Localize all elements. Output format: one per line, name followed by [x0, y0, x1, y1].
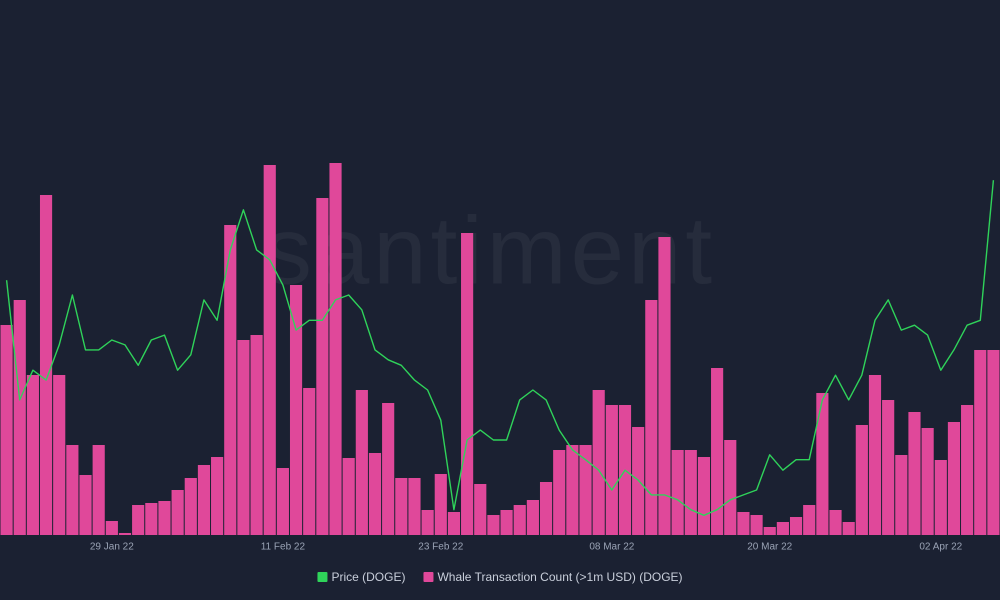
legend-item[interactable]: Whale Transaction Count (>1m USD) (DOGE) [423, 570, 683, 584]
bar [132, 505, 145, 535]
bar [224, 225, 237, 535]
bar [895, 455, 908, 535]
bar [342, 458, 355, 535]
bar [671, 450, 684, 535]
bar [237, 340, 250, 535]
legend-swatch [423, 572, 434, 582]
bar [92, 445, 105, 535]
bar [592, 390, 605, 535]
x-tick-label: 08 Mar 22 [589, 542, 634, 553]
bar [816, 393, 829, 535]
bar [605, 405, 618, 535]
bar [724, 440, 737, 535]
legend: Price (DOGE) Whale Transaction Count (>1m… [317, 570, 683, 584]
bar [79, 475, 92, 535]
x-tick-label: 29 Jan 22 [90, 542, 134, 553]
bar [987, 350, 1000, 535]
bar [395, 478, 408, 535]
bar [382, 403, 395, 535]
bar [763, 527, 776, 535]
bar [158, 501, 171, 535]
bar [184, 478, 197, 535]
line-layer [5, 180, 995, 516]
legend-label: Whale Transaction Count (>1m USD) (DOGE) [437, 570, 682, 584]
x-tick-label: 02 Apr 22 [919, 542, 962, 553]
bar [316, 198, 329, 535]
bar [908, 412, 921, 535]
bar [461, 233, 474, 535]
bar [276, 468, 289, 535]
legend-item[interactable]: Price (DOGE) [317, 570, 405, 584]
bar [882, 400, 895, 535]
legend-swatch [317, 572, 328, 582]
bar [526, 500, 539, 535]
bar [750, 515, 763, 535]
bar [553, 450, 566, 535]
bar [697, 457, 711, 535]
bar [197, 465, 211, 535]
price-line [5, 180, 995, 516]
bar [105, 521, 118, 535]
bar [842, 522, 855, 535]
x-tick-label: 23 Feb 22 [418, 542, 463, 553]
bar [645, 300, 658, 535]
bar [658, 237, 671, 535]
bar [53, 375, 66, 535]
bar [961, 405, 974, 535]
bar [145, 503, 158, 535]
bar [171, 490, 184, 535]
bar [26, 375, 39, 535]
bar [684, 450, 697, 535]
bar [539, 482, 553, 535]
bar [868, 375, 882, 535]
bar [500, 510, 513, 535]
bar [803, 505, 816, 535]
bar [13, 300, 26, 535]
bar [776, 522, 789, 535]
bar [447, 512, 461, 535]
bar [355, 390, 368, 535]
bar [737, 512, 750, 535]
legend-label: Price (DOGE) [331, 570, 405, 584]
bar [289, 285, 303, 535]
x-axis: 29 Jan 22 11 Feb 22 23 Feb 22 08 Mar 22 20 M… [90, 542, 963, 553]
bar [39, 195, 53, 535]
bar [947, 422, 961, 535]
x-tick-label: 20 Mar 22 [747, 542, 792, 553]
bar [579, 445, 592, 535]
bar [303, 388, 316, 535]
bar [434, 474, 447, 535]
bar [66, 445, 79, 535]
bar [974, 350, 987, 535]
bar [421, 510, 434, 535]
bar [211, 457, 224, 535]
bar [487, 515, 500, 535]
bar-layer [0, 163, 1000, 535]
bar [513, 505, 526, 535]
bar [855, 425, 868, 535]
bar [921, 428, 934, 535]
bar [250, 335, 263, 535]
x-tick-label: 11 Feb 22 [261, 542, 306, 553]
bar [368, 453, 382, 535]
bar [329, 163, 342, 535]
bar [118, 533, 132, 535]
bar [934, 460, 947, 535]
bar [263, 165, 276, 535]
bar [711, 368, 724, 535]
bar [0, 325, 13, 535]
bar [408, 478, 421, 535]
bar [566, 445, 579, 535]
bar [474, 484, 487, 535]
bar [829, 510, 842, 535]
bar [789, 517, 803, 535]
